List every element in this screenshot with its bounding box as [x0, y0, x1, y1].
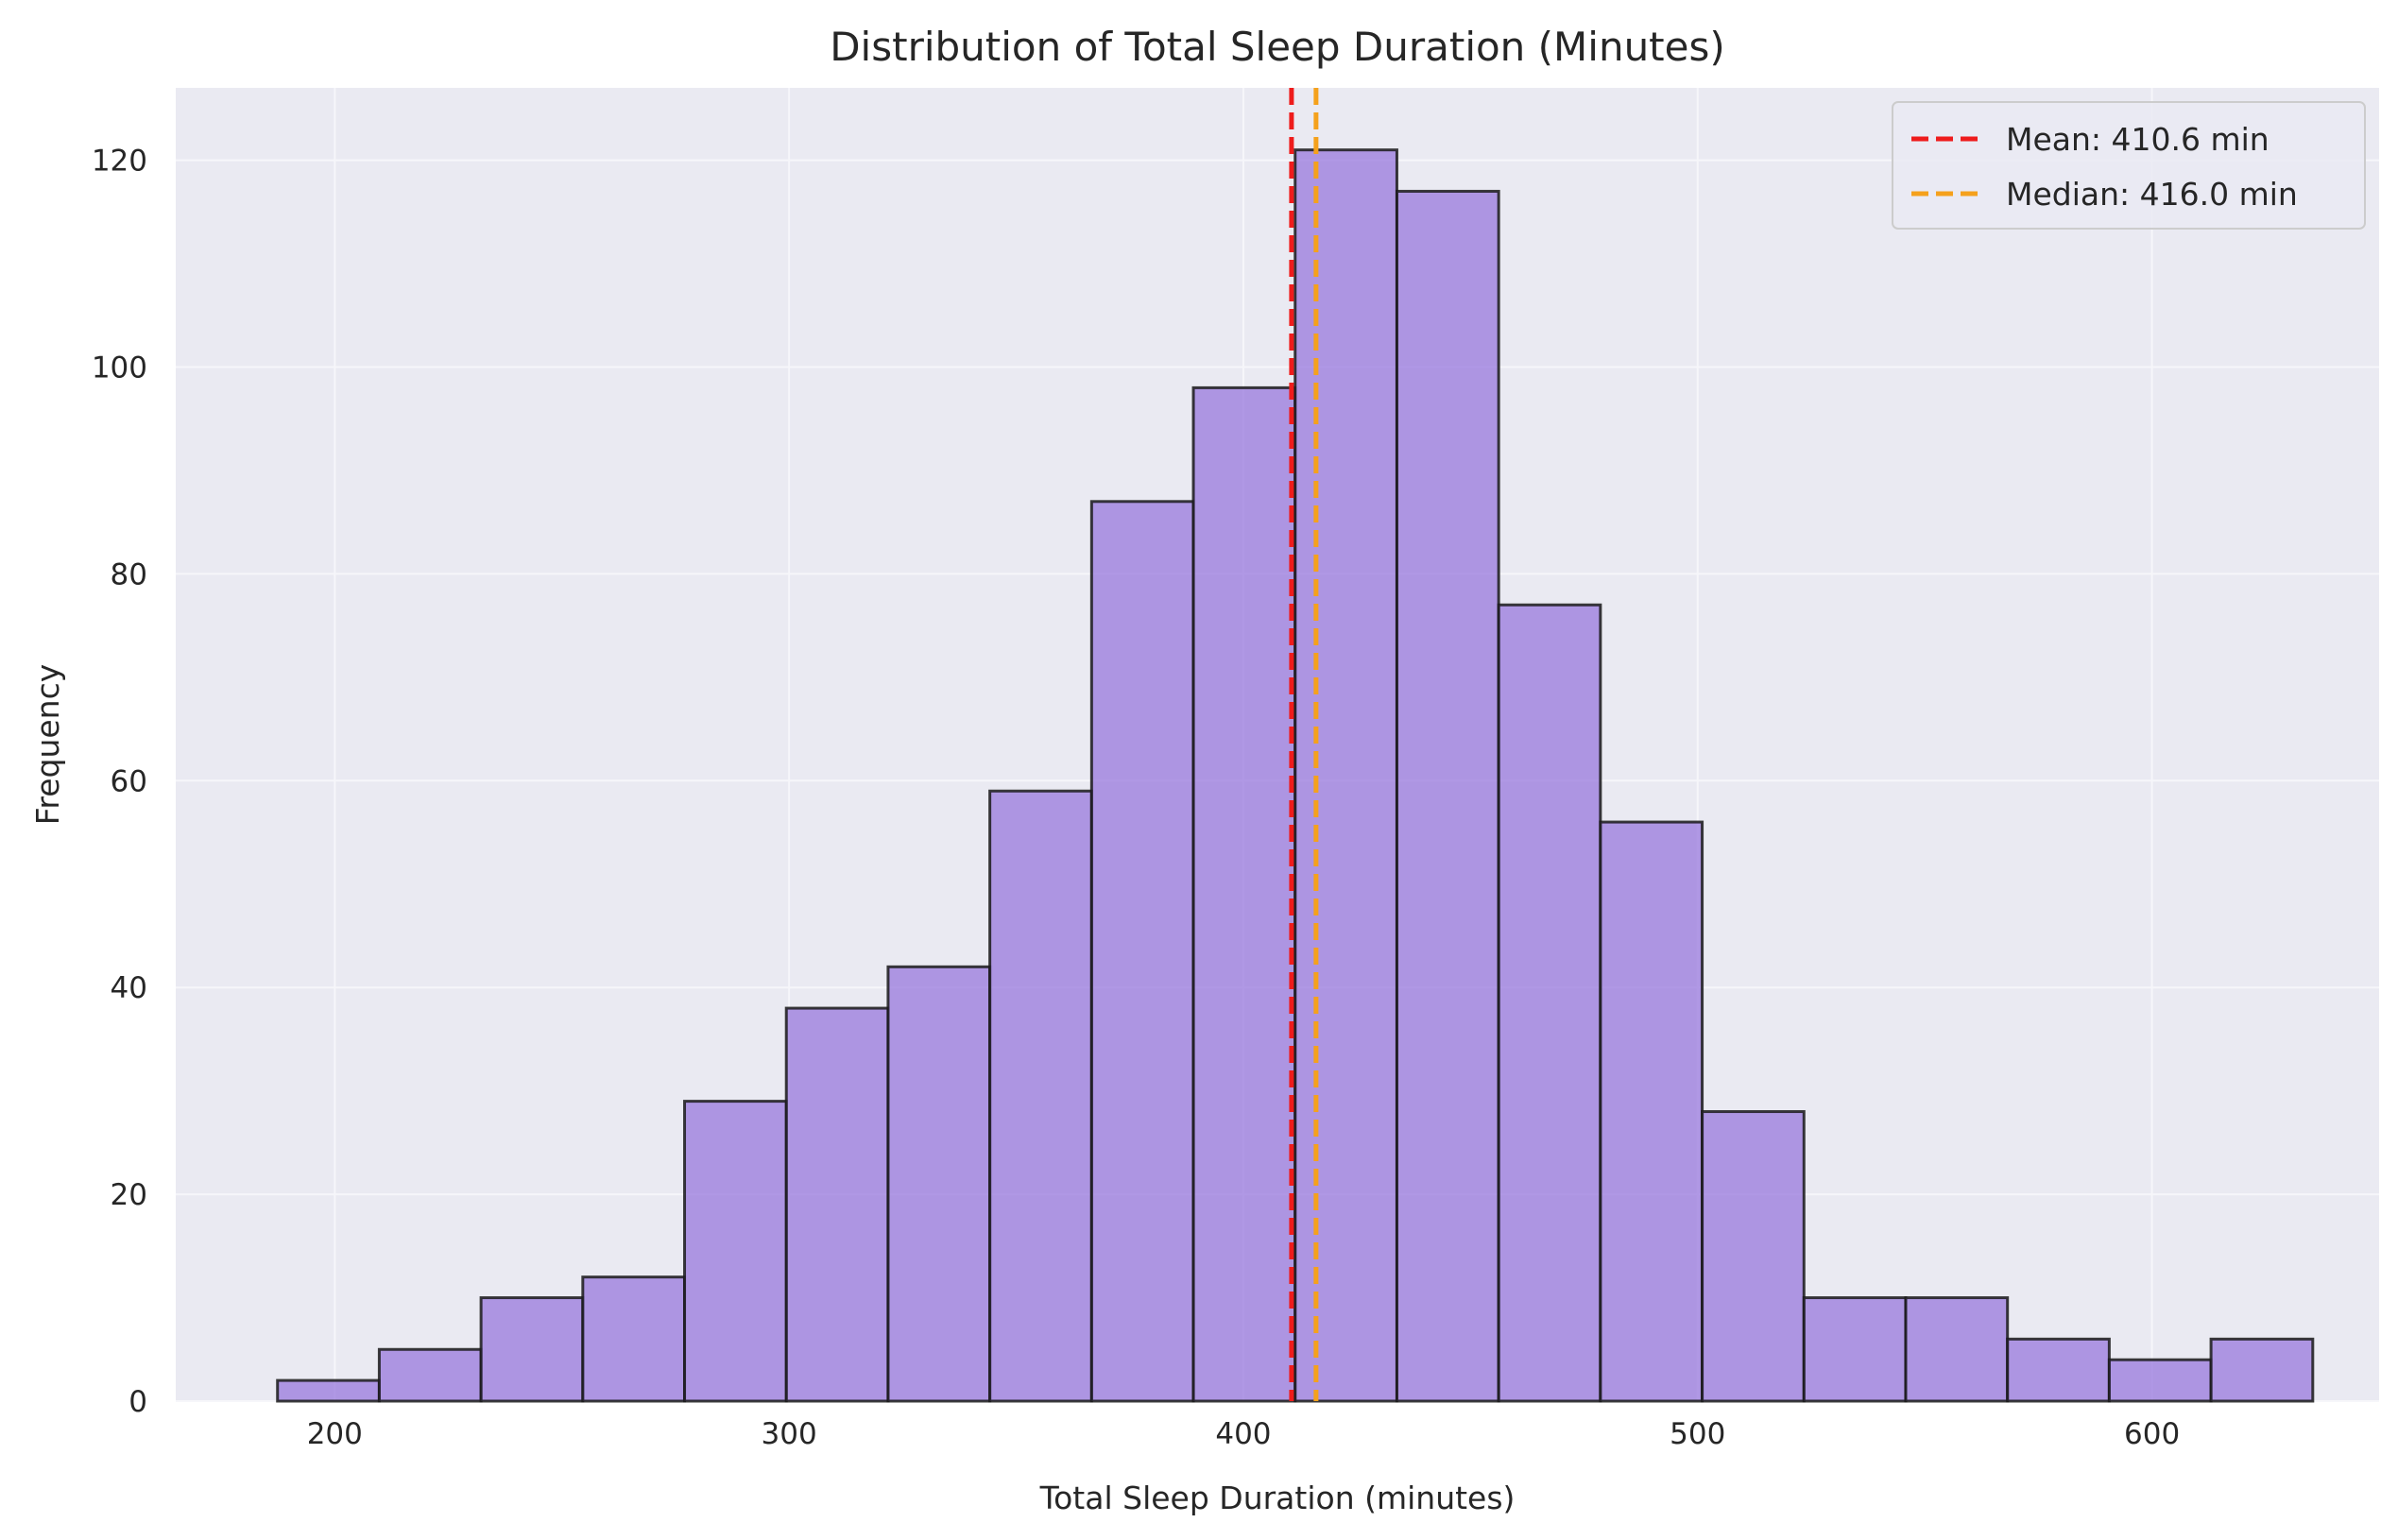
chart-title: Distribution of Total Sleep Duration (Mi…: [830, 24, 1725, 70]
tick-labels: 200 300 400 500 600 0 20 40 60 80 100 120: [92, 145, 2180, 1451]
x-tick-label: 500: [1670, 1417, 1725, 1451]
y-tick-label: 80: [111, 557, 147, 591]
histogram-bar: [2107, 1358, 2213, 1403]
x-axis-label: Total Sleep Duration (minutes): [1039, 1480, 1516, 1516]
histogram-bar: [683, 1100, 788, 1403]
histogram-bar: [1191, 385, 1297, 1403]
histogram-bar: [479, 1296, 585, 1403]
y-axis-label: Frequency: [29, 664, 66, 825]
histogram-bar: [1089, 500, 1195, 1403]
y-tick-label: 20: [111, 1178, 147, 1212]
y-tick-label: 120: [92, 145, 147, 179]
y-tick-label: 60: [111, 764, 147, 798]
histogram-bar: [1599, 820, 1704, 1403]
x-tick-label: 300: [762, 1417, 817, 1451]
histogram-bar: [886, 965, 992, 1403]
x-tick-label: 400: [1215, 1417, 1271, 1451]
histogram-bar: [2006, 1337, 2111, 1403]
x-tick-label: 600: [2124, 1417, 2180, 1451]
histogram-bar: [276, 1378, 381, 1403]
histogram-bar: [1497, 603, 1602, 1403]
histogram-bars: [276, 148, 2315, 1403]
legend: Mean: 410.6 min Median: 416.0 min: [1892, 101, 2366, 230]
histogram-bar: [1395, 189, 1500, 1403]
histogram-bar: [1293, 148, 1398, 1403]
histogram-bar: [1904, 1296, 2010, 1403]
reference-lines: [1289, 88, 1319, 1401]
legend-entry: Mean: 410.6 min: [2006, 121, 2270, 158]
histogram-bar: [377, 1347, 483, 1403]
x-tick-label: 200: [307, 1417, 363, 1451]
histogram-bar: [784, 1006, 890, 1403]
histogram-bar: [1701, 1110, 1806, 1403]
histogram-bar: [1802, 1296, 1908, 1403]
legend-entry: Median: 416.0 min: [2006, 176, 2298, 213]
y-tick-label: 40: [111, 971, 147, 1005]
histogram-bar: [988, 789, 1093, 1403]
y-tick-label: 100: [92, 351, 147, 385]
histogram-bar: [581, 1275, 687, 1403]
legend-box: [1892, 101, 2366, 230]
histogram-bar: [2209, 1337, 2315, 1403]
y-tick-label: 0: [128, 1385, 147, 1419]
